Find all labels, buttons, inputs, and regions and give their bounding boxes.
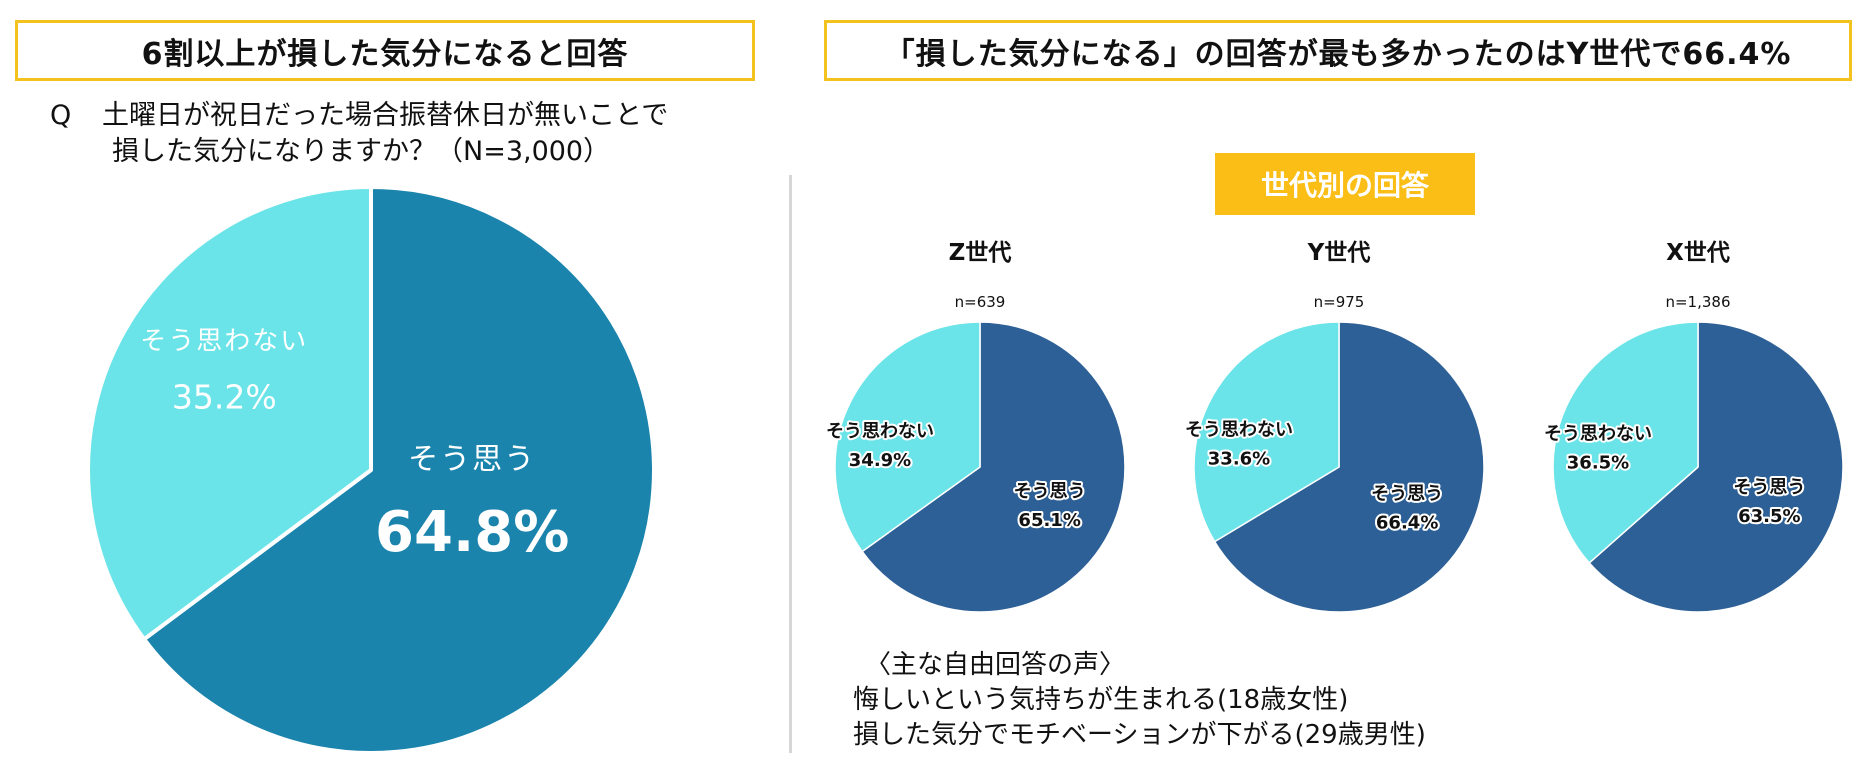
slice-label-no: そう思わない	[140, 326, 308, 356]
generation-title: 「損した気分になる」の回答が最も多かったのはY世代で66.4%	[824, 20, 1852, 81]
pie-slice-no	[86, 185, 373, 642]
generation-badge: 世代別の回答	[1215, 153, 1475, 215]
slice-label-yes: そう思う	[1371, 484, 1443, 505]
sample-size: n=975	[1314, 293, 1365, 311]
free-answer-item: 悔しいという気持ちが生まれる(18歳女性)	[853, 685, 1349, 715]
pie-slice-yes	[1588, 321, 1844, 613]
slice-value-no: 34.9%	[849, 450, 911, 471]
pie-slice-yes	[142, 185, 656, 755]
generation-name: X世代	[1666, 240, 1730, 266]
pie-chart-Y世代: Y世代 n=975 そう思う 66.4% そう思わない 33.6%	[1183, 240, 1485, 613]
pie-chart-overall: そう思う 64.8% そう思わない 35.2%	[86, 185, 656, 755]
section-divider	[789, 175, 792, 753]
generation-name: Y世代	[1307, 240, 1371, 266]
slice-label-yes: そう思う	[1733, 477, 1805, 498]
slice-label-yes: そう思う	[408, 442, 536, 477]
question-mark: Q	[50, 100, 72, 131]
slice-label-yes: そう思う	[1014, 481, 1086, 502]
pie-slice-no	[834, 321, 981, 553]
slice-value-no: 35.2%	[172, 377, 277, 416]
pie-slice-yes	[861, 321, 1126, 613]
pie-slice-no	[1552, 321, 1699, 564]
free-answer-item: 損した気分でモチベーションが下がる(29歳男性)	[853, 720, 1426, 750]
survey-question: Q 土曜日が祝日だった場合振替休日が無いことで 損した気分になりますか？（N=3,…	[50, 98, 668, 170]
slice-label-no: そう思わない	[826, 421, 934, 442]
pie-chart-X世代: X世代 n=1,386 そう思う 63.5% そう思わない 36.5%	[1542, 240, 1844, 613]
slice-value-yes: 64.8%	[375, 500, 569, 565]
pie-chart-Z世代: Z世代 n=639 そう思う 65.1% そう思わない 34.9%	[824, 240, 1126, 613]
free-answers: 〈主な自由回答の声〉 悔しいという気持ちが生まれる(18歳女性) 損した気分でモ…	[853, 648, 1426, 753]
slice-value-no: 36.5%	[1567, 453, 1629, 474]
pie-slice-no	[1193, 321, 1340, 543]
slice-label-no: そう思わない	[1544, 424, 1652, 445]
slice-value-yes: 63.5%	[1738, 506, 1800, 527]
sample-size: n=1,386	[1665, 293, 1730, 311]
question-line-1: 土曜日が祝日だった場合振替休日が無いことで	[102, 100, 669, 131]
slice-value-yes: 66.4%	[1376, 513, 1438, 534]
slice-value-yes: 65.1%	[1018, 510, 1080, 531]
sample-size: n=639	[955, 293, 1006, 311]
pie-slice-yes	[1213, 321, 1485, 613]
slice-label-no: そう思わない	[1185, 419, 1293, 440]
question-line-2: 損した気分になりますか？（N=3,000）	[112, 136, 611, 167]
generation-name: Z世代	[949, 240, 1012, 266]
overall-title: 6割以上が損した気分になると回答	[15, 20, 755, 81]
slice-value-no: 33.6%	[1208, 448, 1270, 469]
free-answers-heading: 〈主な自由回答の声〉	[865, 650, 1126, 680]
